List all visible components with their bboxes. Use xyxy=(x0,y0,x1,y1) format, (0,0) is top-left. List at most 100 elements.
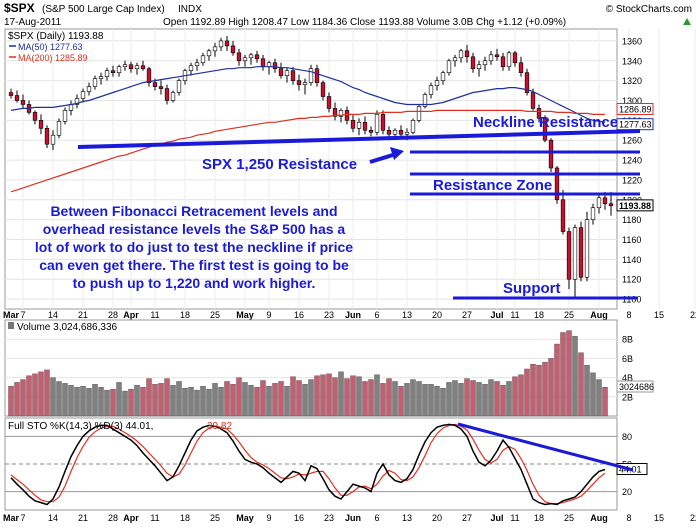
x-tick-label: 23 xyxy=(324,513,334,523)
volume-bar xyxy=(512,376,518,417)
last-value-text: 1286.89 xyxy=(619,105,652,115)
up-candle xyxy=(104,70,110,77)
price-tick-label: 1300 xyxy=(622,96,642,106)
volume-bar xyxy=(236,377,242,417)
volume-bar xyxy=(464,378,470,417)
stochastic-grid xyxy=(5,435,617,493)
stochastic-lines xyxy=(10,423,606,506)
price-tick-label: 1340 xyxy=(622,56,642,66)
volume-bar xyxy=(182,388,188,417)
down-candle xyxy=(314,68,320,83)
volume-bar xyxy=(422,384,428,417)
price-panel xyxy=(4,28,618,310)
down-candle xyxy=(236,52,242,62)
x-tick-label: 23 xyxy=(324,310,334,320)
volume-bar xyxy=(578,352,584,417)
up-candle xyxy=(74,98,80,105)
volume-bar xyxy=(56,381,62,417)
price-last-value-tags: 1286.89 1277.63 1193.88 xyxy=(616,103,654,212)
x-tick-label: 21 xyxy=(78,310,88,320)
down-candle xyxy=(326,96,332,109)
x-tick-label: Aug xyxy=(590,310,608,320)
up-candle xyxy=(410,120,416,133)
up-triangle-icon xyxy=(683,18,691,25)
volume-bar xyxy=(302,384,308,417)
volume-bar xyxy=(140,387,146,417)
commentary-line: to push up to 1,220 and work higher. xyxy=(73,275,316,291)
volume-bar xyxy=(404,383,410,417)
x-tick-label: 25 xyxy=(210,513,220,523)
volume-bar xyxy=(128,388,134,417)
volume-bar xyxy=(488,379,494,417)
x-tick-label: 9 xyxy=(266,513,271,523)
x-tick-label: 27 xyxy=(462,310,472,320)
down-candle xyxy=(548,139,554,169)
down-candle xyxy=(14,95,20,101)
x-tick-label: 14 xyxy=(48,310,58,320)
stochastic-x-axis-labels: Mar 7 14 21 28 Apr 11 18 25 May 9 16 23 Jun 6 13 20 27 Jul… xyxy=(3,513,696,523)
price-tick-label: 1240 xyxy=(622,156,642,166)
volume-last-value-text: 3024686 xyxy=(619,382,654,392)
price-legend: $SPX (Daily) 1193.88 xyxy=(8,31,104,42)
down-candle xyxy=(278,68,284,76)
volume-legend-swatch xyxy=(8,322,14,329)
up-candle xyxy=(308,68,314,83)
down-candle xyxy=(518,62,524,73)
volume-bar xyxy=(290,376,296,417)
up-candle xyxy=(404,131,410,135)
volume-bar xyxy=(104,389,110,417)
down-candle xyxy=(536,108,542,119)
volume-bar xyxy=(20,379,26,417)
up-candle xyxy=(62,110,68,122)
volume-bar xyxy=(80,386,86,417)
down-candle xyxy=(152,82,158,87)
x-tick-label: 28 xyxy=(108,513,118,523)
volume-bar xyxy=(398,386,404,417)
down-candle xyxy=(608,203,614,207)
watermark: © StockCharts.com xyxy=(606,4,692,15)
volume-bar xyxy=(590,372,596,417)
volume-bar xyxy=(482,384,488,417)
x-tick-label: 7 xyxy=(20,513,25,523)
stochastic-k-line xyxy=(10,423,606,506)
volume-bar xyxy=(386,378,392,417)
volume-bar xyxy=(170,385,176,417)
down-candle xyxy=(578,227,584,278)
down-candle xyxy=(260,58,266,68)
x-tick-label: 14 xyxy=(48,513,58,523)
down-candle xyxy=(494,54,500,58)
down-candle xyxy=(542,118,548,141)
volume-bar xyxy=(392,381,398,417)
down-candle xyxy=(566,231,572,280)
volume-bar xyxy=(74,387,80,417)
stochastic-legend: Full STO %K(14,3) %D(3) 44.01, xyxy=(8,421,153,432)
annotation-overlay: Neckline Resistance SPX 1,250 Resistance… xyxy=(35,114,641,300)
price-plot xyxy=(8,35,614,299)
volume-bars xyxy=(8,330,608,417)
down-candle xyxy=(164,88,170,101)
x-tick-label: 20 xyxy=(432,513,442,523)
down-candle xyxy=(554,167,560,201)
x-tick-label: 25 xyxy=(564,310,574,320)
down-candle xyxy=(230,45,236,54)
commentary-line: lot of work to do just to test the neckl… xyxy=(35,239,353,255)
up-candle xyxy=(248,54,254,59)
volume-bar xyxy=(62,383,68,417)
volume-bar xyxy=(218,387,224,417)
volume-bar xyxy=(566,330,572,417)
stochastic-tick-label: 20 xyxy=(622,487,632,497)
x-tick-label: 8 xyxy=(626,513,631,523)
volume-bar xyxy=(434,386,440,417)
volume-bar xyxy=(86,388,92,417)
price-tick-label: 1260 xyxy=(622,136,642,146)
x-tick-label: 8 xyxy=(626,310,631,320)
exchange-label: INDX xyxy=(178,4,202,15)
volume-bar xyxy=(314,375,320,417)
ma50-legend: MA(50) 1277.63 xyxy=(18,42,83,52)
up-candle xyxy=(206,50,212,57)
volume-bar xyxy=(8,386,14,417)
price-x-axis-labels: Mar 7 14 21 28 Apr 11 18 25 May 9 16 23 Jun 6 13 20 27 Jul… xyxy=(3,310,696,320)
up-candle xyxy=(176,80,182,93)
price-tick-label: 1180 xyxy=(622,215,641,225)
neckline-resistance-line xyxy=(77,129,641,149)
